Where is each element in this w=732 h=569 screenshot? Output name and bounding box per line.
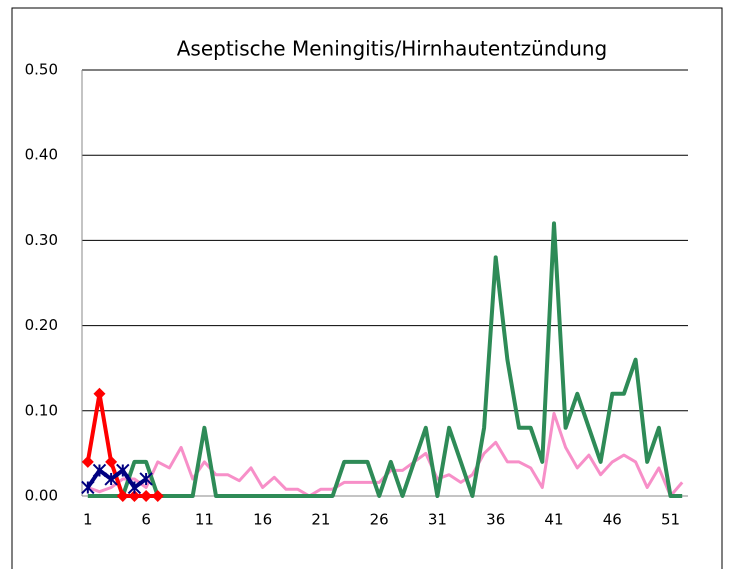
marker (128, 490, 141, 502)
marker (116, 463, 130, 478)
y-tick-label: 0.00 (25, 487, 58, 505)
marker (81, 455, 94, 468)
x-tick-label: 51 (661, 511, 680, 529)
x-tick-label: 21 (311, 511, 330, 529)
x-tick-label: 41 (544, 511, 563, 529)
x-tick-label: 16 (253, 511, 272, 529)
marker (81, 480, 95, 495)
x-tick-label: 1 (83, 511, 93, 529)
marker (104, 472, 118, 486)
y-tick-label: 0.20 (25, 316, 58, 334)
x-tick-label: 31 (428, 511, 447, 529)
marker (139, 472, 153, 486)
y-tick-label: 0.10 (25, 401, 58, 419)
marker (116, 490, 129, 502)
chart-title: Aseptische Meningitis/Hirnhautentzündung (177, 37, 608, 61)
marker (105, 455, 118, 468)
x-tick-label: 46 (603, 511, 622, 529)
marker (127, 480, 142, 495)
x-tick-label: 36 (486, 511, 505, 529)
x-tick-label: 26 (370, 511, 389, 529)
marker (93, 387, 106, 400)
x-tick-label: 11 (195, 511, 214, 529)
marker (151, 490, 164, 502)
series-line (87, 221, 683, 498)
marker (140, 490, 153, 502)
x-tick-label: 6 (141, 511, 151, 529)
marker (92, 463, 107, 478)
y-tick-label: 0.50 (25, 61, 58, 79)
y-tick-label: 0.40 (25, 146, 58, 164)
y-tick-label: 0.30 (25, 231, 58, 249)
